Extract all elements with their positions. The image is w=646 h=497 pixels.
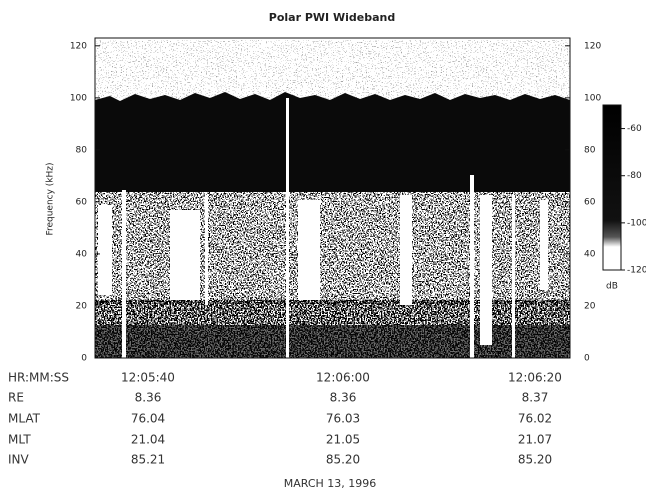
ephemeris-value: 8.37: [522, 391, 549, 405]
ephemeris-value: 85.20: [518, 453, 552, 467]
colorbar-tick-label: -60: [627, 124, 642, 134]
colorbar: [602, 104, 622, 271]
y2-tick-label: 100: [584, 93, 601, 103]
y2-tick-label: 40: [584, 249, 596, 259]
ephemeris-row-label: MLT: [8, 433, 31, 447]
ephemeris-row-label: HR:MM:SS: [8, 371, 69, 385]
y-tick-label: 60: [76, 197, 88, 207]
y-tick-label: 100: [70, 93, 87, 103]
chart-title: Polar PWI Wideband: [269, 11, 395, 24]
ephemeris-value: 21.04: [131, 433, 165, 447]
ephemeris-row-label: MLAT: [8, 412, 41, 426]
x-tick-label: 12:06:00: [316, 371, 370, 385]
ephemeris-value: 85.20: [326, 453, 360, 467]
y2-tick-label: 60: [584, 197, 596, 207]
colorbar-tick-label: -120: [627, 266, 646, 276]
date: MARCH 13, 1996: [284, 477, 377, 490]
y2-tick-label: 120: [584, 41, 601, 51]
ephemeris-value: 8.36: [330, 391, 357, 405]
y-tick-label: 20: [76, 301, 88, 311]
y-axis-label: Frequency (kHz): [46, 162, 56, 235]
y-tick-label: 80: [76, 145, 88, 155]
spectrogram-image: [94, 37, 571, 359]
y2-tick-label: 80: [584, 145, 596, 155]
x-tick-label: 12:05:40: [121, 371, 175, 385]
y-tick-label: 120: [70, 41, 87, 51]
ephemeris-value: 21.05: [326, 433, 360, 447]
ephemeris-value: 8.36: [135, 391, 162, 405]
ephemeris-value: 76.02: [518, 412, 552, 426]
ephemeris-value: 85.21: [131, 453, 165, 467]
colorbar-tick-label: -80: [627, 171, 642, 181]
ephemeris-row-label: INV: [8, 453, 30, 467]
colorbar-label: dB: [606, 282, 618, 292]
ephemeris-value: 21.07: [518, 433, 552, 447]
ephemeris-value: 76.03: [326, 412, 360, 426]
x-tick-label: 12:06:20: [508, 371, 562, 385]
colorbar-tick-label: -100: [627, 218, 646, 228]
ephemeris-row-label: RE: [8, 391, 24, 405]
ephemeris-value: 76.04: [131, 412, 165, 426]
y-tick-label: 0: [81, 354, 87, 364]
y2-tick-label: 0: [584, 354, 590, 364]
y2-tick-label: 20: [584, 301, 596, 311]
y-tick-label: 40: [76, 249, 88, 259]
